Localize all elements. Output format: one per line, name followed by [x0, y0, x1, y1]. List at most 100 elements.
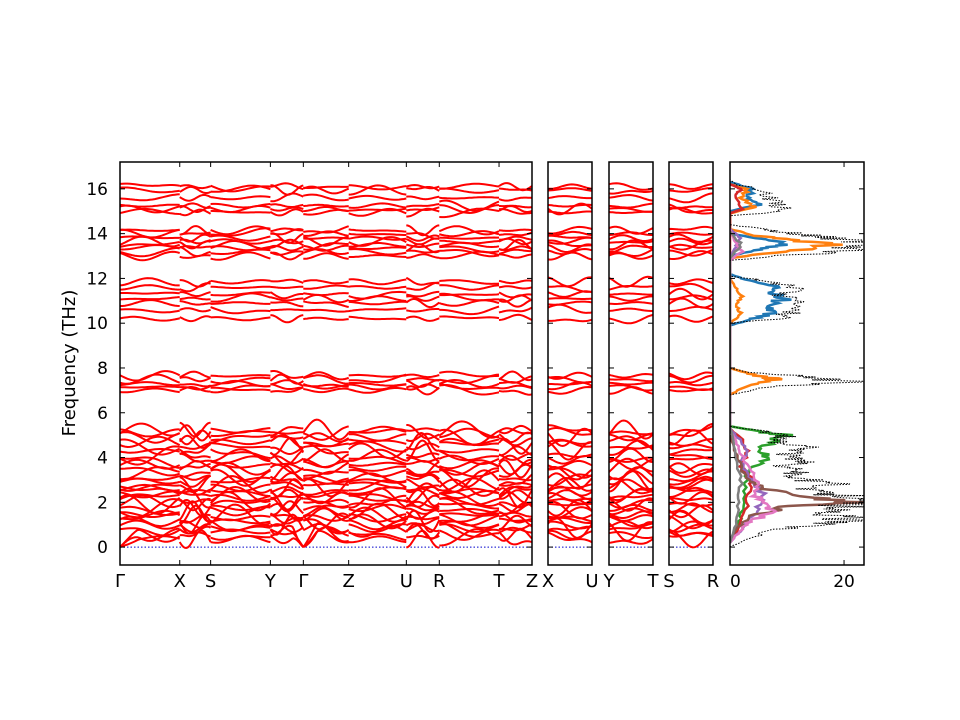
band-line	[120, 428, 532, 447]
band-line	[548, 210, 592, 215]
band-line	[609, 275, 653, 288]
band-line	[669, 192, 713, 204]
panel-frame	[547, 161, 593, 566]
band-line	[609, 493, 653, 500]
kpoint-label: Z	[342, 571, 354, 592]
panel-frame	[608, 161, 654, 566]
partial-dos-line	[730, 183, 843, 396]
kpoint-label: X	[542, 571, 554, 592]
band-line	[669, 294, 713, 301]
band-line	[609, 193, 653, 202]
band-structure	[120, 182, 713, 550]
band-line	[609, 469, 653, 486]
band-line	[669, 502, 713, 514]
y-tick-label: 4	[97, 449, 108, 469]
band-line	[548, 424, 592, 432]
band-line	[548, 506, 592, 520]
band-line	[120, 276, 532, 288]
band-line	[609, 457, 653, 473]
band-line	[609, 514, 653, 522]
kpoint-label: Y	[603, 571, 616, 592]
band-line	[120, 439, 532, 463]
band-line	[548, 452, 592, 459]
band-line	[120, 418, 532, 441]
band-line	[669, 248, 713, 257]
band-line	[609, 225, 653, 235]
band-line	[669, 491, 713, 505]
band-line	[609, 507, 653, 516]
band-line	[669, 463, 713, 474]
band-line	[120, 370, 532, 382]
band-line	[669, 297, 713, 309]
band-line	[548, 385, 592, 395]
band-line	[120, 452, 532, 469]
band-line	[609, 182, 653, 191]
band-line	[609, 234, 653, 242]
band-line	[669, 233, 713, 243]
dos-curves	[730, 179, 864, 548]
kpoint-label: X	[174, 571, 186, 592]
band-line	[609, 530, 653, 539]
band-line	[120, 313, 532, 324]
band-line	[669, 448, 713, 456]
band-line	[669, 486, 713, 498]
band-line	[548, 230, 592, 237]
band-line	[548, 183, 592, 190]
band-line	[669, 237, 713, 246]
band-line	[548, 376, 592, 384]
band-line	[669, 497, 713, 502]
band-line	[609, 202, 653, 209]
kpoint-label: T	[493, 571, 506, 592]
band-line	[548, 187, 592, 192]
kpoint-label: Z	[526, 571, 538, 592]
partial-dos-line	[730, 230, 745, 543]
kpoint-label: Y	[264, 571, 277, 592]
band-line	[548, 427, 592, 436]
band-line	[669, 374, 713, 384]
band-line	[548, 303, 592, 314]
band-line	[120, 384, 532, 396]
band-line	[120, 509, 532, 527]
band-line	[669, 225, 713, 231]
band-panel-yt	[609, 182, 653, 548]
band-line	[609, 189, 653, 195]
band-line	[669, 453, 713, 461]
band-line	[120, 383, 532, 394]
band-panel-sr	[669, 183, 713, 549]
y-tick-label: 0	[97, 538, 108, 558]
band-line	[548, 195, 592, 200]
band-line	[609, 301, 653, 305]
band-line	[548, 276, 592, 288]
band-line	[120, 290, 532, 300]
band-line	[548, 498, 592, 505]
band-line	[120, 192, 532, 203]
band-line	[548, 203, 592, 208]
band-line	[120, 184, 532, 196]
band-line	[609, 419, 653, 440]
band-line	[609, 499, 653, 509]
band-line	[669, 381, 713, 387]
band-line	[609, 295, 653, 302]
y-tick-label: 10	[86, 314, 108, 334]
band-line	[548, 515, 592, 523]
band-line	[548, 318, 592, 323]
band-line	[120, 305, 532, 316]
band-line	[609, 207, 653, 213]
band-line	[609, 372, 653, 379]
partial-dos-line	[730, 228, 779, 544]
band-line	[548, 247, 592, 256]
band-line	[609, 378, 653, 383]
band-line	[669, 475, 713, 489]
band-line	[548, 371, 592, 380]
band-line	[669, 278, 713, 286]
band-line	[609, 538, 653, 545]
band-line	[609, 522, 653, 531]
band-line	[609, 307, 653, 313]
band-line	[669, 385, 713, 391]
dos-x-tick-label: 0	[730, 572, 741, 592]
band-line	[548, 239, 592, 247]
band-line	[669, 231, 713, 236]
y-tick-label: 14	[86, 225, 108, 245]
band-line	[609, 384, 653, 392]
band-line	[669, 371, 713, 381]
